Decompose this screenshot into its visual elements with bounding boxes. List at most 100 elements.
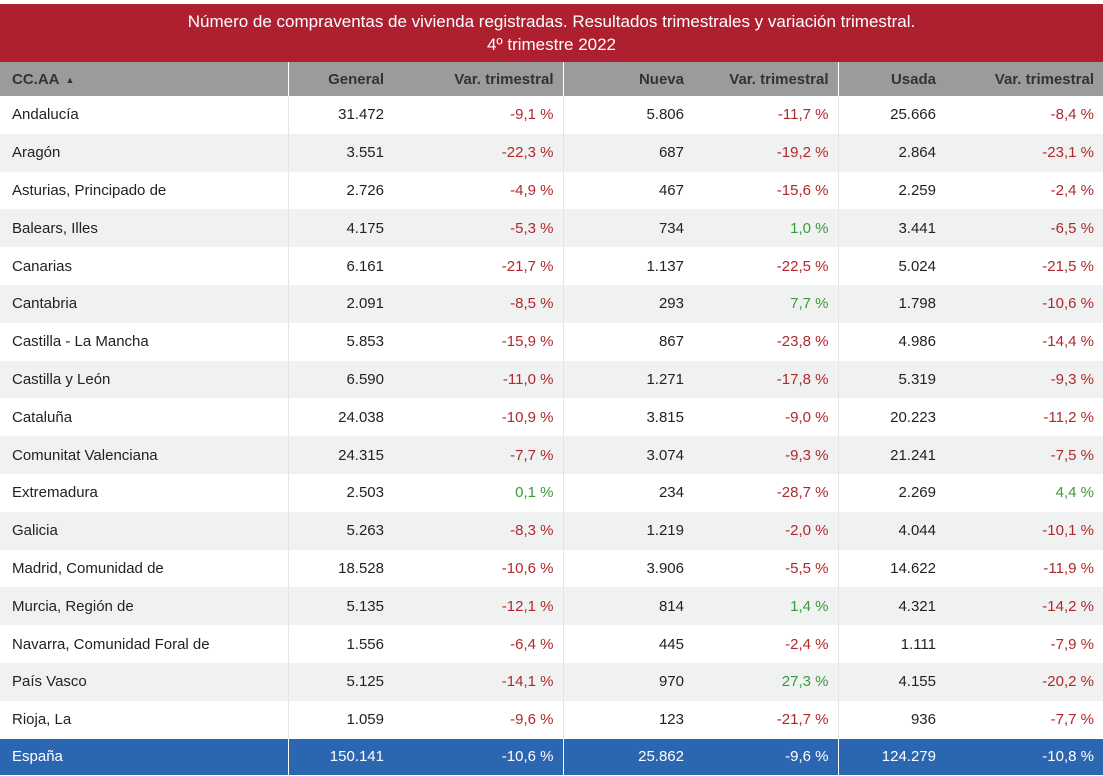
cell-usada-var: -2,4 % (1050, 181, 1094, 199)
cell-usada-var: -7,7 % (1050, 711, 1094, 729)
cell-general-var: -8,3 % (393, 511, 563, 550)
cell-region: Aragón (0, 133, 288, 172)
cell-usada: 4.986 (837, 322, 945, 361)
cell-general-var: -7,7 % (393, 436, 563, 474)
cell-region: España (0, 738, 288, 775)
cell-general-var: -5,3 % (393, 209, 563, 248)
cell-general-var: -15,9 % (501, 333, 554, 351)
cell-nueva: 445 (562, 625, 693, 663)
cell-general: 24.038 (287, 398, 393, 437)
header-row: CC.AA ▲ General Var. trimestral Nueva Var… (0, 62, 1103, 96)
cell-general-var: -14,1 % (393, 662, 563, 701)
total-row: España 150.141 -10,6 % 25.862 -9,6 % 124.279-… (0, 738, 1103, 775)
cell-nueva-var: 1,0 % (693, 209, 838, 248)
cell-general-var: -21,7 % (501, 257, 554, 275)
table-row: Cataluña 24.038 -10,9 % 3.815 -9,0 % 20.223 -1… (0, 398, 1103, 437)
cell-usada-var: -23,1 % (945, 133, 1103, 172)
table-row: Castilla y León 6.590 -11,0 % 1.271 -17,8 % 5… (0, 360, 1103, 399)
cell-general-var: 0,1 % (515, 484, 554, 502)
column-header-nueva[interactable]: Nueva (562, 62, 693, 96)
cell-usada: 2.864 (837, 133, 945, 172)
cell-usada-var: -7,9 % (1050, 635, 1094, 653)
cell-region: Comunitat Valenciana (0, 436, 288, 474)
column-header-region[interactable]: CC.AA ▲ (0, 62, 288, 96)
table-row: Canarias 6.161 -21,7 % 1.137 -22,5 % 5.024 -21… (0, 247, 1103, 285)
cell-usada-var: -14,2 % (945, 587, 1103, 626)
cell-usada-var: -21,5 % (1042, 257, 1094, 275)
cell-general: 5.125 (287, 662, 393, 701)
cell-nueva: 1.271 (562, 360, 693, 399)
cell-general-var: -9,1 % (510, 106, 554, 124)
column-header-general-var[interactable]: Var. trimestral (393, 62, 563, 96)
cell-usada-var: -7,5 % (945, 436, 1103, 474)
cell-nueva: 1.137 (562, 247, 693, 285)
cell-usada: 14.622 (837, 549, 945, 588)
cell-usada: 21.241 (837, 436, 945, 474)
cell-general-var: -6,4 % (510, 635, 554, 653)
column-header-general[interactable]: General (287, 62, 393, 96)
cell-general-var: -12,1 % (393, 587, 563, 626)
cell-nueva-var: -9,3 % (693, 436, 838, 474)
cell-usada: 3.441 (837, 209, 945, 248)
cell-region: Navarra, Comunidad Foral de (12, 635, 210, 653)
cell-region: Andalucía (12, 106, 79, 124)
cell-general: 5.263 (287, 511, 393, 550)
cell-nueva: 3.815 (562, 398, 693, 437)
cell-nueva: 687 (562, 133, 693, 172)
table-row: Murcia, Región de 5.135 -12,1 % 814 1,4 % 4.3… (0, 587, 1103, 626)
cell-nueva: 734 (562, 209, 693, 248)
table-row: Asturias, Principado de 2.726 -4,9 % 467 -15… (0, 171, 1103, 210)
cell-nueva: 5.806 (562, 96, 693, 134)
cell-usada: 5.024 (837, 247, 945, 285)
cell-usada: 4.044 (837, 511, 945, 550)
cell-region: Rioja, La (12, 711, 72, 729)
column-header-usada-var[interactable]: Var. trimestral (945, 62, 1103, 96)
cell-nueva-var: -2,4 % (785, 635, 829, 653)
column-header-usada[interactable]: Usada (837, 62, 945, 96)
table-row: País Vasco 5.125 -14,1 % 970 27,3 % 4.155 -20,… (0, 662, 1103, 701)
cell-nueva: 814 (562, 587, 693, 626)
cell-general-var: -22,3 % (393, 133, 563, 172)
cell-region: Castilla y León (0, 360, 288, 399)
sort-ascending-icon[interactable]: ▲ (65, 74, 75, 85)
table-row: Galicia 5.263 -8,3 % 1.219 -2,0 % 4.044 -10,1 … (0, 511, 1103, 550)
cell-usada-var: -6,5 % (945, 209, 1103, 248)
cell-general-var: -8,5 % (393, 284, 563, 323)
cell-region: País Vasco (0, 662, 288, 701)
cell-general: 3.551 (287, 133, 393, 172)
cell-region: Cataluña (12, 408, 73, 426)
cell-region: Extremadura (12, 484, 98, 502)
region-header-label: CC.AA (12, 70, 60, 88)
cell-general: 6.161 (287, 247, 393, 285)
cell-general: 1.059 (287, 700, 393, 739)
cell-nueva-var: -2,0 % (693, 511, 838, 550)
cell-nueva: 1.219 (562, 511, 693, 550)
table-row: Navarra, Comunidad Foral de 1.556 -6,4 % 44… (0, 625, 1103, 663)
cell-usada-var: -8,4 % (1050, 106, 1094, 124)
cell-general: 1.556 (287, 625, 393, 663)
cell-usada-var: -10,8 % (945, 738, 1103, 775)
title-line-1: Número de compraventas de vivienda regis… (187, 12, 916, 31)
column-header-nueva-var[interactable]: Var. trimestral (693, 62, 838, 96)
cell-nueva: 3.074 (562, 436, 693, 474)
table-row: Comunitat Valenciana 24.315 -7,7 % 3.074 -9,… (0, 436, 1103, 474)
cell-usada: 2.269 (837, 473, 945, 512)
cell-nueva-var: -17,8 % (693, 360, 838, 399)
cell-nueva-var: 27,3 % (693, 662, 838, 701)
cell-general-var: -11,0 % (393, 360, 563, 399)
cell-usada: 20.223 (837, 398, 945, 437)
cell-region: Castilla - La Mancha (12, 333, 149, 351)
cell-general: 2.091 (287, 284, 393, 323)
table-row: Andalucía 31.472 -9,1 % 5.806 -11,7 % 25.666 -… (0, 96, 1103, 134)
cell-nueva-var: -21,7 % (776, 711, 829, 729)
cell-usada-var: -10,1 % (945, 511, 1103, 550)
cell-nueva: 25.862 (562, 738, 693, 775)
cell-general: 5.853 (287, 322, 393, 361)
cell-usada-var: -14,4 % (1042, 333, 1094, 351)
cell-nueva-var: -9,0 % (785, 408, 829, 426)
cell-usada-var: 4,4 % (1055, 484, 1094, 502)
cell-general: 6.590 (287, 360, 393, 399)
cell-usada: 936 (837, 700, 945, 739)
cell-nueva-var: -11,7 % (777, 106, 829, 124)
cell-usada: 2.259 (837, 171, 945, 210)
